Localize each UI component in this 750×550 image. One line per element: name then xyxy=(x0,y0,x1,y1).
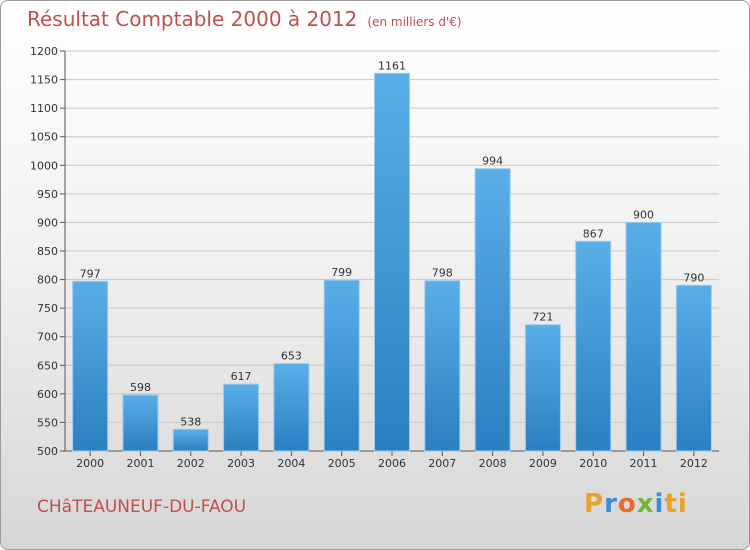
x-tick-label: 2006 xyxy=(378,457,406,470)
bar xyxy=(122,394,159,452)
y-tick-label: 1150 xyxy=(30,74,58,87)
bar xyxy=(374,72,410,452)
logo-letter: o xyxy=(617,489,637,519)
x-tick-label: 2012 xyxy=(680,457,708,470)
y-tick-label: 950 xyxy=(37,188,58,201)
bar xyxy=(675,284,712,452)
logo-letter: ti xyxy=(664,489,688,519)
data-label: 653 xyxy=(281,350,302,363)
data-label: 867 xyxy=(583,227,604,240)
bar xyxy=(524,324,561,452)
y-tick-label: 1200 xyxy=(30,45,58,58)
x-tick-label: 2001 xyxy=(126,457,154,470)
y-tick-label: 500 xyxy=(37,445,58,458)
y-tick-label: 850 xyxy=(37,245,58,258)
data-label: 721 xyxy=(532,311,553,324)
data-label: 799 xyxy=(331,266,352,279)
x-tick-label: 2008 xyxy=(479,457,507,470)
logo-letter: P xyxy=(584,489,605,519)
bar xyxy=(273,363,310,452)
y-tick-label: 1050 xyxy=(30,131,58,144)
bar xyxy=(424,280,461,452)
data-labels: 797 598 538 617 653 799 1161 798 994 721 867 900 790 xyxy=(80,59,705,428)
x-tick-label: 2007 xyxy=(428,457,456,470)
y-tick-label: 800 xyxy=(37,274,58,287)
x-tick-label: 2005 xyxy=(328,457,356,470)
x-tick-label: 2000 xyxy=(76,457,104,470)
logo-letter: x xyxy=(636,489,655,519)
y-tick-label: 750 xyxy=(37,302,58,315)
city-name: CHâTEAUNEUF-DU-FAOU xyxy=(37,497,247,517)
logo-letter: r xyxy=(604,489,618,519)
proxiti-logo: Proxiti xyxy=(584,489,688,519)
x-tick-label: 2004 xyxy=(277,457,305,470)
y-tick-label: 700 xyxy=(37,331,58,344)
data-label: 798 xyxy=(432,267,453,280)
title-text: Résultat Comptable 2000 à 2012 xyxy=(27,7,358,31)
data-label: 900 xyxy=(633,208,654,221)
data-label: 538 xyxy=(180,415,201,428)
bar xyxy=(323,279,360,452)
data-label: 617 xyxy=(231,370,252,383)
x-tick-label: 2011 xyxy=(630,457,658,470)
data-label: 598 xyxy=(130,381,151,394)
bar xyxy=(575,240,612,452)
data-label: 790 xyxy=(683,271,704,284)
y-tick-label: 650 xyxy=(37,359,58,372)
chart-subtitle: (en milliers d'€) xyxy=(367,15,462,29)
x-tick-label: 2003 xyxy=(227,457,255,470)
y-tick-label: 550 xyxy=(37,416,58,429)
bar xyxy=(223,383,260,452)
x-tick-label: 2010 xyxy=(579,457,607,470)
x-tick-label: 2009 xyxy=(529,457,557,470)
y-tick-label: 900 xyxy=(37,216,58,229)
bar xyxy=(172,428,209,452)
x-tick-label: 2002 xyxy=(177,457,205,470)
bars xyxy=(72,72,712,452)
logo-letter: i xyxy=(654,489,665,519)
data-label: 1161 xyxy=(378,59,406,72)
chart-title: Résultat Comptable 2000 à 2012 (en millie… xyxy=(27,7,462,31)
data-label: 797 xyxy=(80,267,101,280)
data-label: 994 xyxy=(482,155,503,168)
bar xyxy=(474,168,511,452)
y-tick-label: 1000 xyxy=(30,159,58,172)
bar xyxy=(72,280,109,452)
y-tick-label: 1100 xyxy=(30,102,58,115)
y-tick-label: 600 xyxy=(37,388,58,401)
bar xyxy=(625,221,662,452)
